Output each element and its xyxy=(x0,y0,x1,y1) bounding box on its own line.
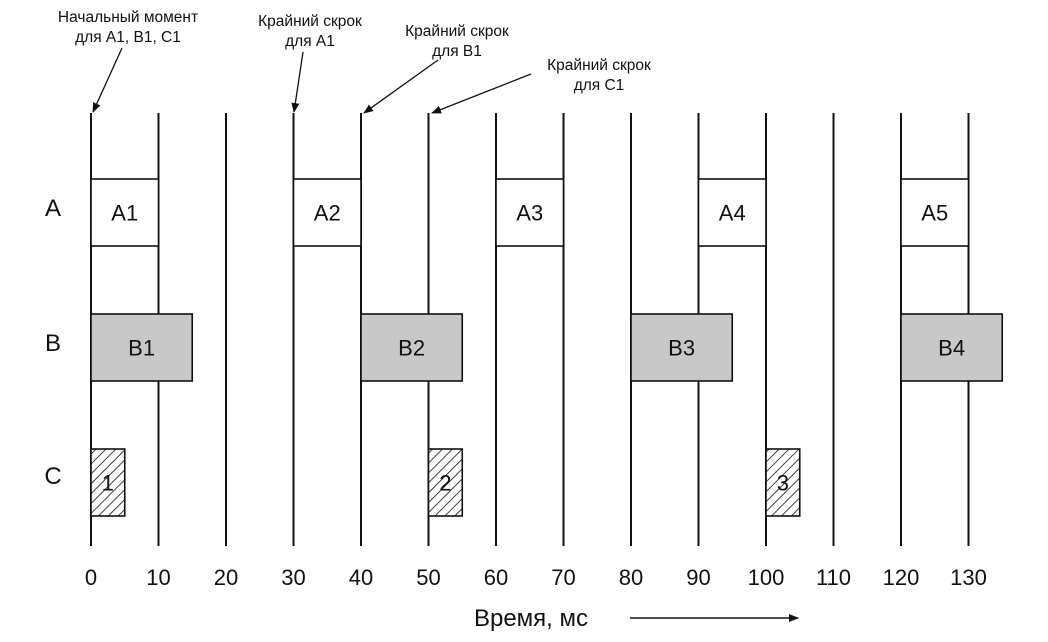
block-b1 xyxy=(90,313,194,382)
block-label-1-c: 1 xyxy=(102,471,114,496)
tick-label-90: 90 xyxy=(686,565,710,590)
row-label-a: A xyxy=(45,195,61,222)
block-a2 xyxy=(292,178,362,247)
annotation-deadline-b1: Крайний скрок для B1 xyxy=(363,23,509,114)
block-label-a4: A4 xyxy=(719,201,746,226)
block-1-c xyxy=(90,448,126,517)
time-axis-ticks: 0 10 20 30 40 50 60 70 80 90 100 110 120 130 xyxy=(85,565,987,590)
block-a1 xyxy=(90,178,160,247)
tick-label-60: 60 xyxy=(484,565,508,590)
block-label-3-c: 3 xyxy=(777,471,789,496)
annotation-deadline-b1-line2: для B1 xyxy=(432,43,482,60)
block-label-2-c: 2 xyxy=(439,471,451,496)
tick-label-20: 20 xyxy=(214,565,238,590)
block-label-b1: B1 xyxy=(128,336,155,361)
block-b3 xyxy=(630,313,734,382)
annotation-deadline-c1-line1: Крайний скрок xyxy=(547,57,651,74)
tick-label-130: 130 xyxy=(950,565,987,590)
tick-label-0: 0 xyxy=(85,565,97,590)
annotation-deadline-c1-arrow xyxy=(431,73,532,114)
block-label-b3: B3 xyxy=(668,336,695,361)
tick-label-40: 40 xyxy=(349,565,373,590)
annotation-deadline-a1-line2: для A1 xyxy=(285,33,335,50)
tick-label-110: 110 xyxy=(816,565,851,590)
block-label-a2: A2 xyxy=(314,201,341,226)
annotation-start-line1: Начальный момент xyxy=(58,9,198,26)
block-a4 xyxy=(697,178,767,247)
tick-label-50: 50 xyxy=(416,565,440,590)
tick-label-120: 120 xyxy=(883,565,920,590)
block-label-a5: A5 xyxy=(921,201,948,226)
tick-label-80: 80 xyxy=(619,565,643,590)
axis-title: Время, мс xyxy=(474,605,588,632)
annotation-deadline-a1: Крайний скрок для A1 xyxy=(258,13,362,113)
gridlines xyxy=(90,113,970,546)
tick-label-30: 30 xyxy=(281,565,305,590)
block-b4 xyxy=(900,313,1004,382)
annotation-deadline-b1-line1: Крайний скрок xyxy=(405,23,509,40)
annotation-deadline-a1-line1: Крайний скрок xyxy=(258,13,362,30)
row-label-b: B xyxy=(45,330,61,357)
tick-label-70: 70 xyxy=(551,565,575,590)
block-label-a1: A1 xyxy=(111,201,138,226)
tick-label-10: 10 xyxy=(146,565,170,590)
block-label-a3: A3 xyxy=(516,201,543,226)
annotation-deadline-c1-line2: для C1 xyxy=(574,77,625,94)
annotation-start-line2: для A1, B1, C1 xyxy=(75,29,181,46)
block-b2 xyxy=(360,313,464,382)
annotation-deadline-b1-arrow xyxy=(363,59,439,114)
annotation-deadline-c1: Крайний скрок для C1 xyxy=(431,57,651,114)
block-a3 xyxy=(495,178,565,247)
block-3-c xyxy=(765,448,801,517)
annotation-start-arrow xyxy=(92,47,123,113)
annotation-deadline-a1-arrow xyxy=(291,51,304,113)
schedule-blocks: A1 A2 A3 A4 A5 B1 B2 B3 B4 1 2 3 xyxy=(90,178,1004,517)
tick-label-100: 100 xyxy=(748,565,785,590)
row-label-c: C xyxy=(44,463,61,490)
block-a5 xyxy=(900,178,970,247)
block-label-b2: B2 xyxy=(398,336,425,361)
block-2-c xyxy=(427,448,464,517)
block-label-b4: B4 xyxy=(938,336,965,361)
annotation-start: Начальный момент для A1, B1, C1 xyxy=(58,9,198,113)
